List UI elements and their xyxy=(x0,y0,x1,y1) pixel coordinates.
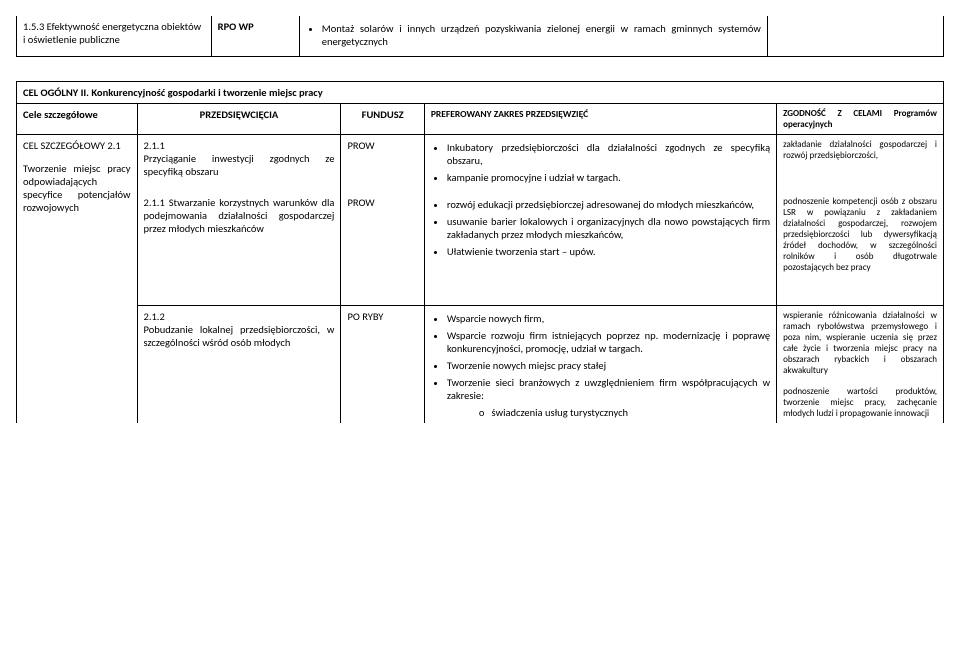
zgod-211a: zakładanie działalności gospodarczej i r… xyxy=(777,135,944,193)
cel-spacer xyxy=(17,277,138,306)
top-col3: Montaż solarów i innych urządzeń pozyski… xyxy=(299,16,767,57)
prz-212-num: 2.1.2 xyxy=(144,310,165,323)
hdr-cele: Cele szczegółowe xyxy=(17,104,138,135)
cel-2-1: CEL SZCZEGÓŁOWY 2.1 Tworzenie miejsc pra… xyxy=(17,135,138,278)
zak-212-b4: Tworzenie sieci branżowych z uwzględnien… xyxy=(447,376,770,402)
cel-heading: CEL SZCZEGÓŁOWY 2.1 xyxy=(23,139,131,152)
cel-cont xyxy=(17,306,138,424)
hdr-zgod: ZGODNOŚĆ Z CELAMI Programów operacyjnych xyxy=(777,104,944,135)
top-bullet: Montaż solarów i innych urządzeń pozyski… xyxy=(322,22,761,48)
top-table: 1.5.3 Efektywność energetyczna obiektów … xyxy=(16,16,944,57)
top-col1-text: 1.5.3 Efektywność energetyczna obiektów … xyxy=(23,20,201,46)
prz-211a: 2.1.1 Przyciąganie inwestycji zgodnych z… xyxy=(137,135,341,193)
zgod-211a-txt: zakładanie działalności gospodarczej i r… xyxy=(783,139,937,161)
zak-211b-b1: rozwój edukacji przedsiębiorczej adresow… xyxy=(447,198,770,211)
prz-211a-txt: Przyciąganie inwestycji zgodnych ze spec… xyxy=(144,152,335,178)
zak-211a-b2: kampanie promocyjne i udział w targach. xyxy=(447,171,770,184)
fund-211a: PROW xyxy=(341,135,424,193)
zak-211a: Inkubatory przedsiębiorczości dla działa… xyxy=(424,135,776,193)
zgod-212-p1: wspieranie różnicowania działalności w r… xyxy=(783,310,937,376)
section-title: CEL OGÓLNY II. Konkurencyjność gospodark… xyxy=(17,82,944,104)
zak-211b-b2: usuwanie barier lokalowych i organizacyj… xyxy=(447,215,770,241)
cel-desc: Tworzenie miejsc pracy odpowiadających s… xyxy=(23,162,131,214)
prz-212: 2.1.2 Pobudzanie lokalnej przedsiębiorcz… xyxy=(137,306,341,424)
hdr-fund: FUNDUSZ xyxy=(341,104,424,135)
hdr-zak: PREFEROWANY ZAKRES PRZEDSIĘWZIĘĆ xyxy=(424,104,776,135)
prz-spacer xyxy=(137,277,341,306)
prz-212-txt: Pobudzanie lokalnej przedsiębiorczości, … xyxy=(144,323,335,349)
zak-212-sub: świadczenia usług turystycznych xyxy=(492,406,629,419)
fund-212: PO RYBY xyxy=(341,306,424,424)
top-col2: RPO WP xyxy=(211,16,299,57)
zak-211b: rozwój edukacji przedsiębiorczej adresow… xyxy=(424,192,776,277)
hdr-prz: PRZEDSIĘWCIĘCIA xyxy=(137,104,341,135)
zak-212: Wsparcie nowych firm, Wsparcie rozwoju f… xyxy=(424,306,776,424)
zgod-212-p2: podnoszenie wartości produktów, tworzeni… xyxy=(783,386,937,419)
fund-211b: PROW xyxy=(341,192,424,277)
zak-212-b1: Wsparcie nowych firm, xyxy=(447,312,770,325)
prz-211a-num: 2.1.1 xyxy=(144,139,165,152)
zak-spacer xyxy=(424,277,776,306)
zak-211b-b3: Ułatwienie tworzenia start – upów. xyxy=(447,245,770,258)
zgod-211b: podnoszenie kompetencji osób z obszaru L… xyxy=(777,192,944,277)
zak-211a-b1: Inkubatory przedsiębiorczości dla działa… xyxy=(447,141,770,167)
top-col2-text: RPO WP xyxy=(218,20,254,33)
sub-circle: o xyxy=(479,406,489,419)
top-col1: 1.5.3 Efektywność energetyczna obiektów … xyxy=(17,16,212,57)
zgod-spacer xyxy=(777,277,944,306)
top-col4-empty xyxy=(767,16,943,57)
zak-212-b3: Tworzenie nowych miejsc pracy stałej xyxy=(447,359,770,372)
prz-211b: 2.1.1 Stwarzanie korzystnych warunków dl… xyxy=(137,192,341,277)
main-table: CEL OGÓLNY II. Konkurencyjność gospodark… xyxy=(16,81,944,423)
zak-212-b2: Wsparcie rozwoju firm istniejących poprz… xyxy=(447,329,770,355)
fund-spacer xyxy=(341,277,424,306)
zgod-212: wspieranie różnicowania działalności w r… xyxy=(777,306,944,424)
